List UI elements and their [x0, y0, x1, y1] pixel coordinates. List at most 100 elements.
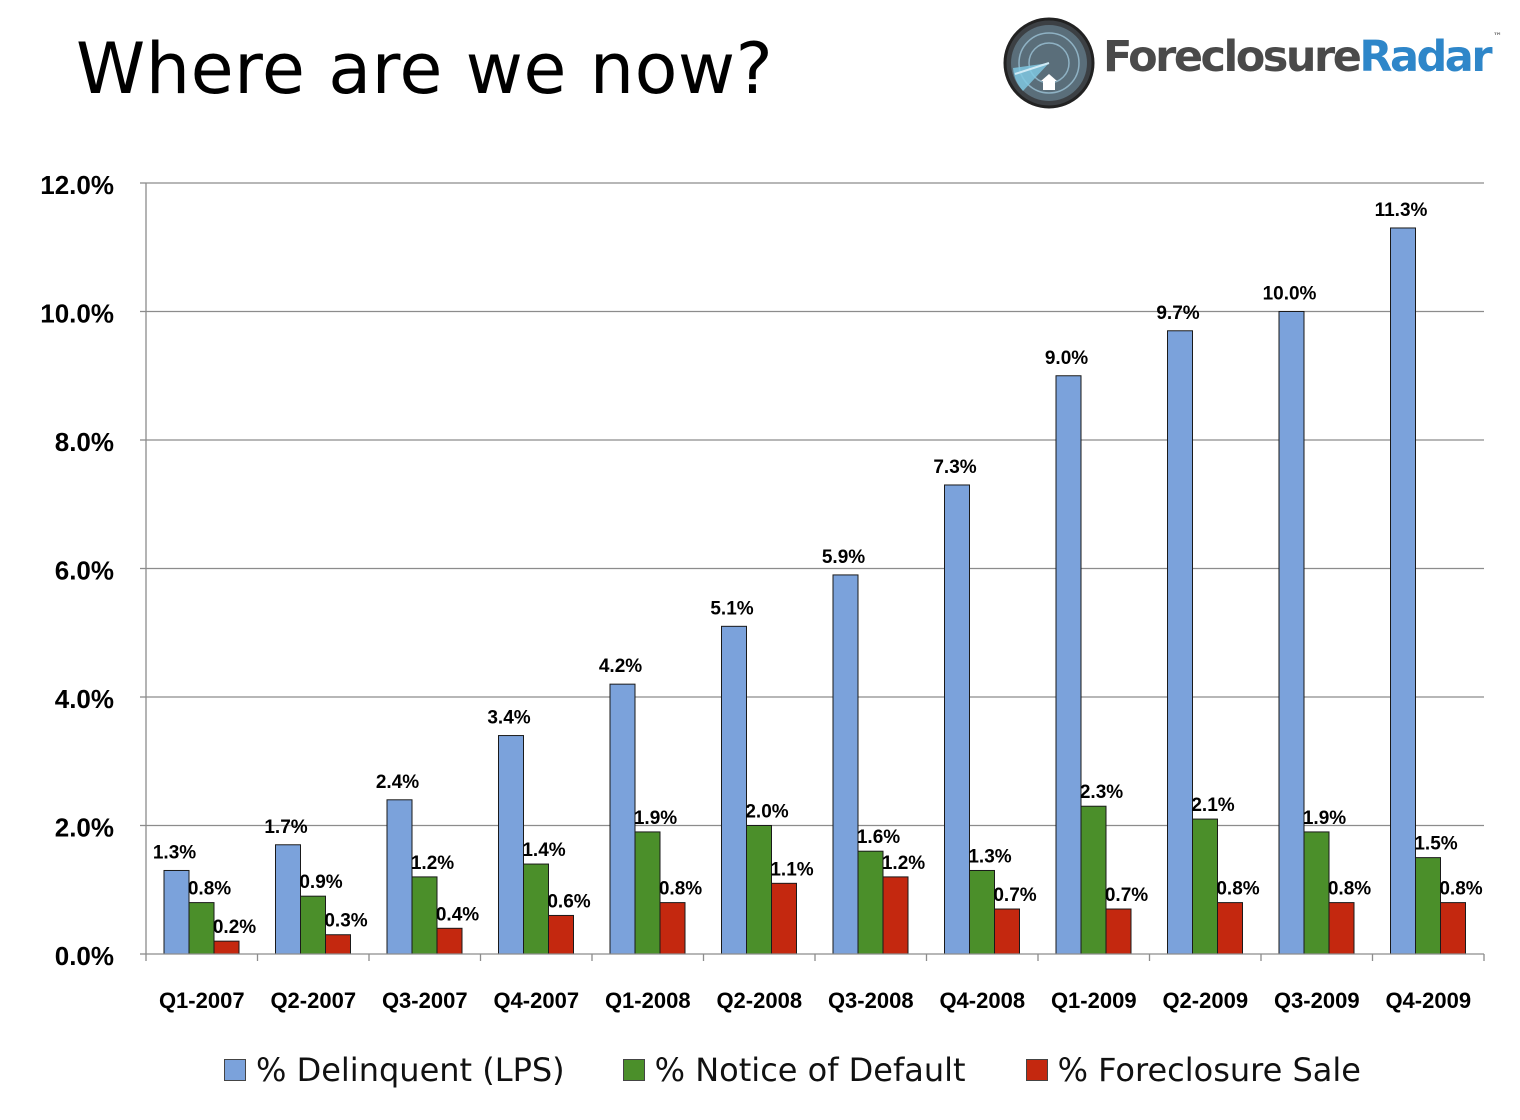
- data-label: 1.9%: [1303, 808, 1346, 829]
- bar: [746, 825, 772, 955]
- data-label: 10.0%: [1263, 284, 1317, 305]
- data-label: 0.2%: [213, 917, 256, 938]
- x-tick-label: Q3-2007: [382, 988, 468, 1013]
- data-label: 0.8%: [659, 879, 702, 900]
- bar: [994, 908, 1020, 955]
- data-label: 7.3%: [933, 457, 976, 478]
- legend: % Delinquent (LPS) % Notice of Default % F…: [224, 1050, 1361, 1090]
- bar: [944, 484, 970, 955]
- y-tick-label: 10.0%: [40, 299, 114, 329]
- x-tick-label: Q4-2007: [493, 988, 579, 1013]
- bar: [1415, 857, 1441, 955]
- data-label: 0.7%: [993, 885, 1036, 906]
- bar-chart: 0.0% 2.0% 4.0% 6.0% 8.0% 10.0% 12.0% 1.3% 0.8% 0…: [40, 170, 1485, 1013]
- bar: [163, 869, 190, 955]
- legend-item: % Notice of Default: [622, 1051, 966, 1089]
- data-label: 4.2%: [599, 656, 642, 677]
- bar: [1055, 375, 1082, 955]
- legend-swatch: [622, 1059, 645, 1081]
- bar: [882, 876, 909, 955]
- bar: [188, 902, 215, 955]
- gridlines: [146, 182, 1484, 827]
- x-axis-tick-labels: Q1-2007 Q2-2007 Q3-2007 Q4-2007 Q1-2008 Q2-20…: [159, 988, 1471, 1013]
- bar: [411, 876, 438, 955]
- bar: [659, 902, 686, 955]
- x-tick-label: Q1-2007: [159, 988, 245, 1013]
- legend-swatch: [1025, 1059, 1048, 1081]
- data-label: 5.9%: [822, 547, 865, 568]
- data-label: 0.8%: [1439, 879, 1482, 900]
- bar: [1167, 330, 1193, 955]
- data-label: 0.6%: [547, 891, 590, 912]
- y-tick-label: 2.0%: [55, 813, 114, 843]
- data-label: 0.3%: [324, 911, 367, 932]
- bar: [857, 850, 884, 955]
- bar: [1303, 831, 1330, 955]
- bar: [498, 735, 524, 955]
- logo-text-foreclosure: Foreclosure: [1103, 32, 1362, 82]
- axes: [140, 182, 1485, 961]
- bar: [275, 844, 301, 955]
- bar: [548, 914, 574, 955]
- bar: [832, 574, 859, 955]
- y-tick-label: 4.0%: [55, 684, 114, 714]
- data-label: 0.4%: [436, 904, 479, 925]
- bar: [969, 869, 995, 955]
- bar: [436, 927, 463, 955]
- x-tick-label: Q3-2009: [1274, 988, 1360, 1013]
- data-label: 0.7%: [1105, 885, 1148, 906]
- data-label: 0.8%: [1328, 879, 1371, 900]
- data-label: 0.9%: [299, 872, 342, 893]
- data-label: 11.3%: [1375, 200, 1428, 221]
- bars: [163, 227, 1466, 955]
- data-label: 1.2%: [882, 853, 925, 874]
- data-label: 2.1%: [1191, 795, 1234, 816]
- legend-label: % Foreclosure Sale: [1057, 1051, 1361, 1089]
- logo-text-radar: Radar: [1359, 32, 1492, 82]
- bar: [1217, 902, 1243, 955]
- y-tick-label: 12.0%: [40, 170, 114, 200]
- data-label: 2.4%: [376, 772, 419, 793]
- foreclosure-radar-logo: ForeclosureRadar ™: [1003, 16, 1502, 111]
- x-tick-label: Q2-2008: [716, 988, 802, 1013]
- bar: [523, 863, 549, 955]
- data-label: 1.3%: [968, 846, 1011, 867]
- data-labels: 1.3% 0.8% 0.2% 1.7% 0.9% 0.3% 2.4% 1.2% 0.4% 3.4%…: [153, 200, 1483, 938]
- bar: [771, 882, 797, 955]
- data-label: 1.5%: [1414, 834, 1457, 855]
- x-tick-label: Q2-2009: [1162, 988, 1248, 1013]
- data-label: 5.1%: [710, 598, 753, 619]
- bar: [1328, 902, 1355, 955]
- data-label: 0.8%: [1216, 879, 1259, 900]
- bar: [213, 940, 240, 955]
- x-tick-label: Q2-2007: [270, 988, 356, 1013]
- data-label: 9.0%: [1045, 348, 1088, 369]
- data-label: 1.4%: [522, 840, 565, 861]
- x-tick-label: Q4-2009: [1385, 988, 1471, 1013]
- logo-wordmark: ForeclosureRadar ™: [1103, 32, 1502, 82]
- bar: [386, 799, 413, 955]
- logo-trademark: ™: [1493, 32, 1503, 42]
- data-label: 9.7%: [1156, 303, 1199, 324]
- slide-title: Where are we now?: [76, 28, 774, 110]
- legend-label: % Delinquent (LPS): [256, 1051, 565, 1089]
- bar: [1105, 908, 1132, 955]
- bar: [325, 934, 351, 955]
- bar: [609, 683, 636, 955]
- data-label: 0.8%: [188, 879, 231, 900]
- data-label: 2.3%: [1080, 782, 1123, 803]
- data-label: 1.9%: [634, 808, 677, 829]
- y-tick-label: 8.0%: [55, 427, 114, 457]
- y-tick-label: 0.0%: [55, 941, 114, 971]
- bar: [300, 895, 326, 955]
- x-tick-label: Q3-2008: [828, 988, 914, 1013]
- data-label: 1.2%: [411, 853, 454, 874]
- bar: [721, 625, 747, 955]
- x-tick-label: Q1-2008: [605, 988, 691, 1013]
- data-label: 1.7%: [264, 817, 307, 838]
- x-tick-label: Q4-2008: [939, 988, 1025, 1013]
- y-axis-tick-labels: 0.0% 2.0% 4.0% 6.0% 8.0% 10.0% 12.0%: [40, 170, 114, 971]
- legend-swatch: [224, 1059, 246, 1081]
- radar-icon: [1003, 17, 1095, 109]
- bar: [634, 831, 661, 955]
